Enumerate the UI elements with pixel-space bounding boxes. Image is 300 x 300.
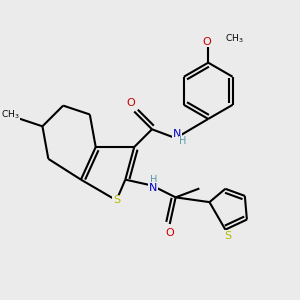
Text: H: H	[150, 175, 157, 185]
Text: CH$_3$: CH$_3$	[224, 33, 243, 45]
Text: CH$_3$: CH$_3$	[1, 108, 19, 121]
Text: N: N	[149, 183, 157, 193]
Text: O: O	[202, 37, 211, 47]
Text: S: S	[113, 195, 120, 205]
Text: O: O	[127, 98, 136, 108]
Text: S: S	[225, 230, 232, 241]
Text: H: H	[179, 136, 186, 146]
Text: O: O	[165, 228, 174, 238]
Text: N: N	[173, 129, 181, 139]
